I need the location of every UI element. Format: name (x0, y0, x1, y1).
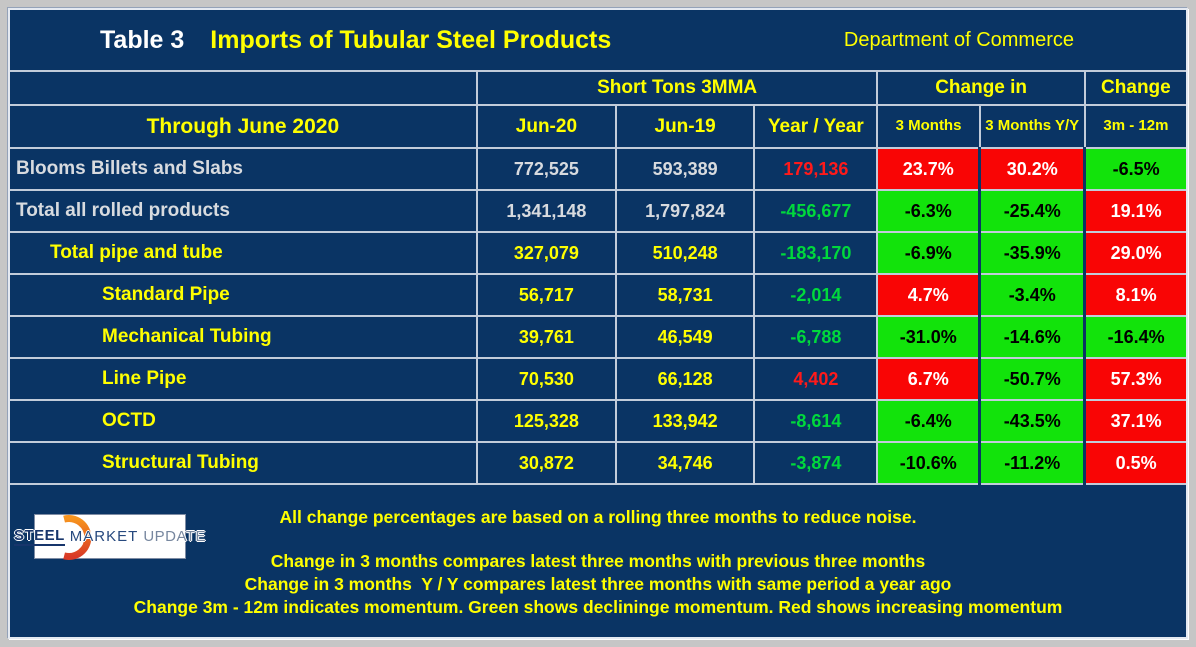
report-panel: Table 3 Imports of Tubular Steel Product… (8, 8, 1188, 639)
period-header: Through June 2020 (10, 104, 478, 149)
jun19-value: 133,942 (615, 399, 756, 443)
smu-logo: STEEL MARKET UPDATE (13, 514, 206, 560)
change-3m-yy-cell: -3.4% (978, 273, 1087, 317)
change-3m-12m-cell: -16.4% (1083, 315, 1186, 359)
jun19-value: 46,549 (615, 315, 756, 359)
jun20-value: 125,328 (475, 399, 618, 443)
year-year-value: 179,136 (753, 147, 879, 191)
change-3m-yy-cell: 30.2% (978, 147, 1087, 191)
change-3m-yy-cell: -43.5% (978, 399, 1087, 443)
smu-logo-crescent-icon (63, 515, 92, 560)
col-header-3m-12m: 3m - 12m (1083, 104, 1186, 149)
col-group-change-in: Change in (876, 72, 1086, 106)
jun19-value: 510,248 (615, 231, 756, 275)
change-3m-cell: -6.3% (876, 189, 981, 233)
change-3m-12m-cell: 29.0% (1083, 231, 1186, 275)
change-3m-cell: -6.9% (876, 231, 981, 275)
col-header-jun20: Jun-20 (475, 104, 618, 149)
jun19-value: 58,731 (615, 273, 756, 317)
change-3m-yy-cell: -50.7% (978, 357, 1087, 401)
table-row: Total pipe and tube 327,079 510,248 -183… (10, 231, 1186, 275)
logo-word-update: UPDATE (143, 528, 207, 545)
jun20-value: 56,717 (475, 273, 618, 317)
year-year-value: -8,614 (753, 399, 879, 443)
col-header-3months-yy: 3 Months Y/Y (978, 104, 1086, 149)
smu-logo-text: STEEL MARKET UPDATE (13, 515, 206, 558)
row-label: Blooms Billets and Slabs (10, 147, 478, 191)
col-group-change: Change (1083, 72, 1186, 106)
table-row: Line Pipe 70,530 66,128 4,402 6.7% -50.7… (10, 357, 1186, 401)
logo-word-steel: STEEL (13, 527, 65, 546)
table-row: Structural Tubing 30,872 34,746 -3,874 -… (10, 441, 1186, 485)
col-header-year-year: Year / Year (753, 104, 879, 149)
change-3m-yy-cell: -25.4% (978, 189, 1087, 233)
empty-header-cell (10, 72, 478, 106)
column-header-row: Through June 2020 Jun-20 Jun-19 Year / Y… (10, 104, 1186, 149)
year-year-value: 4,402 (753, 357, 879, 401)
footnote-change-3m: Change in 3 months compares latest three… (270, 551, 926, 571)
jun20-value: 1,341,148 (475, 189, 618, 233)
footnote-change-3m-yy: Change in 3 months Y / Y compares latest… (244, 574, 952, 594)
year-year-value: -2,014 (753, 273, 879, 317)
change-3m-yy-cell: -11.2% (978, 441, 1087, 485)
jun19-value: 66,128 (615, 357, 756, 401)
footnotes: All change percentages are based on a ro… (10, 485, 1186, 619)
jun20-value: 327,079 (475, 231, 618, 275)
jun19-value: 1,797,824 (615, 189, 756, 233)
change-3m-cell: 23.7% (876, 147, 981, 191)
footnote-momentum: Change 3m - 12m indicates momentum. Gree… (133, 597, 1063, 617)
logo-word-market: MARKET (69, 528, 139, 545)
year-year-value: -456,677 (753, 189, 879, 233)
year-year-value: -6,788 (753, 315, 879, 359)
row-label: OCTD (10, 399, 478, 443)
change-3m-12m-cell: 57.3% (1083, 357, 1186, 401)
table-row: OCTD 125,328 133,942 -8,614 -6.4% -43.5%… (10, 399, 1186, 443)
row-label: Total pipe and tube (10, 231, 478, 275)
table-row: Blooms Billets and Slabs 772,525 593,389… (10, 147, 1186, 191)
row-label: Structural Tubing (10, 441, 478, 485)
jun19-value: 34,746 (615, 441, 756, 485)
imports-table: Short Tons 3MMA Change in Change Through… (10, 72, 1186, 485)
column-group-row: Short Tons 3MMA Change in Change (10, 72, 1186, 106)
row-label: Mechanical Tubing (10, 315, 478, 359)
change-3m-yy-cell: -14.6% (978, 315, 1087, 359)
table-row: Mechanical Tubing 39,761 46,549 -6,788 -… (10, 315, 1186, 359)
table-row: Total all rolled products 1,341,148 1,79… (10, 189, 1186, 233)
col-header-jun19: Jun-19 (615, 104, 756, 149)
jun20-value: 70,530 (475, 357, 618, 401)
jun20-value: 39,761 (475, 315, 618, 359)
row-label: Total all rolled products (10, 189, 478, 233)
change-3m-12m-cell: 19.1% (1083, 189, 1186, 233)
table-number: Table 3 (100, 25, 185, 54)
footnote-rolling: All change percentages are based on a ro… (279, 507, 917, 527)
col-group-short-tons: Short Tons 3MMA (475, 72, 879, 106)
change-3m-12m-cell: -6.5% (1083, 147, 1186, 191)
change-3m-cell: 6.7% (876, 357, 981, 401)
change-3m-12m-cell: 37.1% (1083, 399, 1186, 443)
title-bar: Table 3 Imports of Tubular Steel Product… (10, 10, 1186, 72)
col-header-3months: 3 Months (876, 104, 981, 149)
row-label: Line Pipe (10, 357, 478, 401)
year-year-value: -183,170 (753, 231, 879, 275)
table-row: Standard Pipe 56,717 58,731 -2,014 4.7% … (10, 273, 1186, 317)
year-year-value: -3,874 (753, 441, 879, 485)
footer: STEEL MARKET UPDATE All change percentag… (10, 485, 1186, 635)
change-3m-12m-cell: 0.5% (1083, 441, 1186, 485)
change-3m-12m-cell: 8.1% (1083, 273, 1186, 317)
jun19-value: 593,389 (615, 147, 756, 191)
jun20-value: 30,872 (475, 441, 618, 485)
change-3m-cell: 4.7% (876, 273, 981, 317)
change-3m-yy-cell: -35.9% (978, 231, 1087, 275)
jun20-value: 772,525 (475, 147, 618, 191)
row-label: Standard Pipe (10, 273, 478, 317)
page-title: Imports of Tubular Steel Products (210, 25, 612, 54)
change-3m-cell: -10.6% (876, 441, 981, 485)
source-label: Department of Commerce (843, 28, 1074, 51)
change-3m-cell: -6.4% (876, 399, 981, 443)
change-3m-cell: -31.0% (876, 315, 981, 359)
